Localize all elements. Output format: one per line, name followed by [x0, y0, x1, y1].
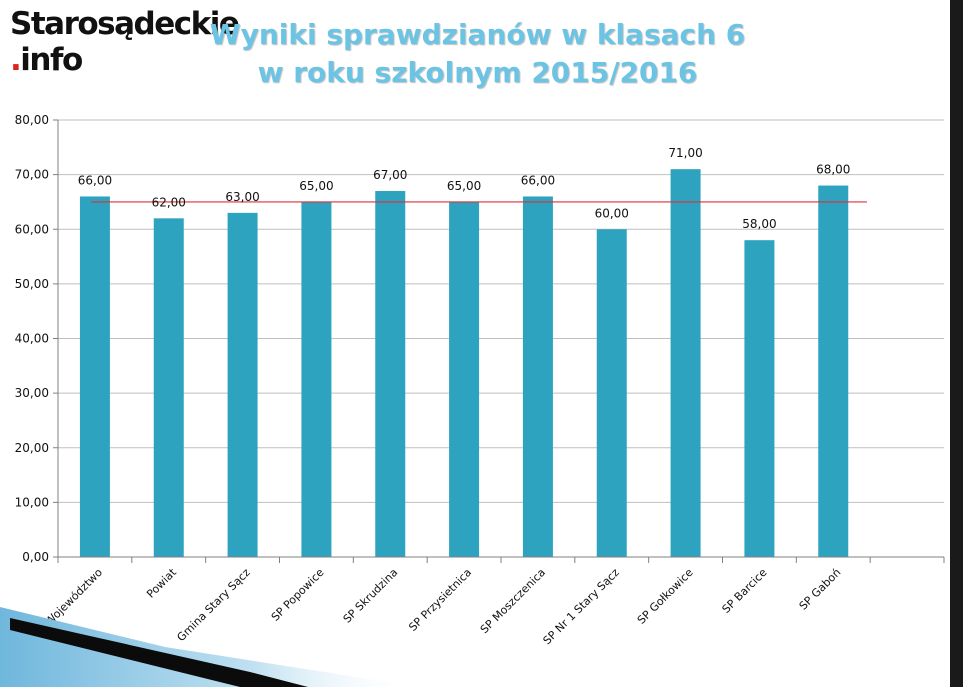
logo-dot: .	[10, 42, 22, 78]
data-label: 68,00	[816, 163, 850, 177]
x-tick-label: SP Barcice	[720, 566, 770, 616]
logo-suffix-text: info	[20, 42, 83, 78]
data-label: 66,00	[521, 173, 555, 187]
title-line-1: Wyniki sprawdzianów w klasach 6	[209, 18, 746, 51]
x-tick-label: Powiat	[144, 565, 179, 600]
data-label: 71,00	[668, 146, 702, 160]
axes	[53, 119, 945, 563]
bar	[227, 212, 258, 558]
x-tick-label: SP Gaboń	[797, 566, 844, 613]
gridlines	[58, 119, 944, 503]
y-tick-label: 20,00	[15, 441, 49, 455]
y-tick-label: 0,00	[22, 550, 49, 564]
x-tick-label: SP Popowice	[269, 566, 327, 624]
bar	[153, 218, 184, 557]
bar	[744, 240, 775, 558]
y-tick-label: 70,00	[15, 168, 49, 182]
y-tick-label: 40,00	[15, 332, 49, 346]
logo-text: Starosądeckie	[10, 6, 240, 42]
bar	[449, 201, 480, 557]
swoosh-light	[0, 607, 420, 687]
x-tick-label: SP Przysietnica	[406, 566, 474, 634]
bar	[79, 196, 110, 557]
labels: 0,00 10,00 20,00 30,00 40,00 50,00 60,00 70,00 8…	[15, 113, 851, 647]
y-tick-label: 60,00	[15, 222, 49, 236]
logo-suffix: .info	[10, 42, 83, 78]
bar	[596, 229, 627, 557]
x-tick-label: SP Skrudzina	[341, 566, 401, 626]
y-tick-label: 10,00	[15, 495, 49, 509]
data-label: 58,00	[742, 217, 776, 231]
data-label: 60,00	[595, 206, 629, 220]
y-tick-label: 50,00	[15, 277, 49, 291]
decorative-swoosh	[0, 607, 420, 687]
bar	[301, 201, 332, 557]
data-label: 66,00	[78, 173, 112, 187]
bar	[522, 196, 553, 557]
y-tick-label: 30,00	[15, 386, 49, 400]
title-line-2: w roku szkolnym 2015/2016	[257, 56, 698, 89]
data-label: 63,00	[225, 190, 259, 204]
swoosh-dark	[10, 618, 308, 687]
y-tick-label: 80,00	[15, 113, 49, 127]
bar	[818, 185, 849, 558]
x-tick-label: Gmina Stary Sącz	[174, 566, 252, 644]
x-tick-label: SP Nr 1 Stary Sącz	[541, 566, 622, 647]
bar	[375, 191, 406, 557]
bars	[79, 169, 867, 558]
x-tick-label: SP Moszczenica	[478, 566, 548, 636]
window-right-edge	[950, 0, 963, 687]
x-tick-label: Województwo	[43, 566, 106, 629]
data-label: 65,00	[447, 179, 481, 193]
slide-title: Wyniki sprawdzianów w klasach 6 w roku s…	[205, 16, 750, 92]
data-label: 65,00	[299, 179, 333, 193]
data-label: 67,00	[373, 168, 407, 182]
data-label: 62,00	[152, 195, 186, 209]
logo: Starosądeckie .info	[10, 6, 240, 86]
x-tick-label: SP Gołkowice	[635, 566, 696, 627]
bar	[670, 169, 701, 557]
